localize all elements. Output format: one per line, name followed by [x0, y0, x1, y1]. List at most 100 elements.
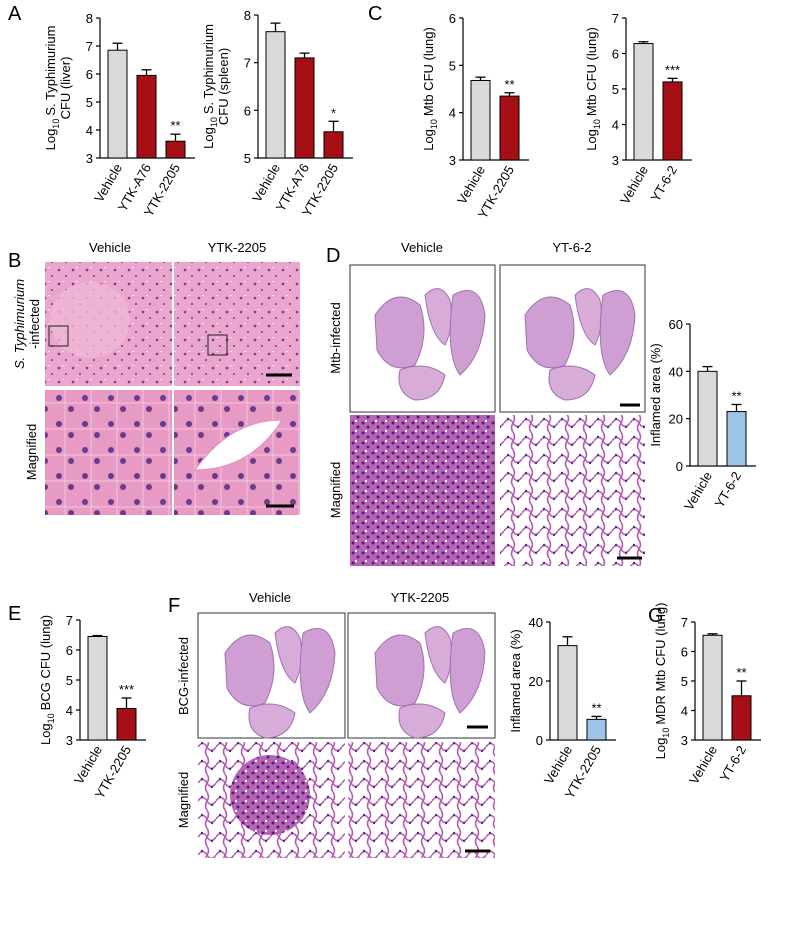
significance: *** [665, 62, 680, 77]
y-tick-label: 6 [244, 103, 251, 118]
y-tick-label: 20 [529, 674, 543, 689]
panel-letter: B [8, 250, 21, 272]
y-tick-label: 5 [244, 151, 251, 166]
y-label-part: Log [43, 129, 58, 151]
bar [165, 140, 186, 159]
histology-image [350, 415, 495, 566]
y-label-part: BCG CFU (lung) [38, 615, 53, 710]
y-tick-label: 4 [86, 123, 93, 138]
y-tick-label: 7 [244, 56, 251, 71]
y-tick-label: 40 [669, 364, 683, 379]
y-tick-label: 7 [66, 613, 73, 628]
y-tick-label: 3 [86, 151, 93, 166]
row-label: Magnified [176, 772, 191, 828]
bar [586, 718, 607, 741]
bar [323, 131, 344, 159]
inset-box [48, 325, 69, 347]
row-label: BCG-infected [176, 637, 191, 715]
bar [731, 695, 752, 741]
lesion [230, 755, 310, 835]
bar [294, 57, 315, 159]
y-label-part: Inflamed area (%) [648, 343, 663, 446]
histology-image [45, 390, 172, 515]
y-label-part: Mtb CFU (lung) [584, 27, 599, 116]
x-tick-label: YT-6-2 [648, 163, 680, 204]
column-label: Vehicle [401, 240, 443, 255]
y-tick-label: 4 [449, 106, 456, 121]
bar [662, 81, 683, 161]
y-tick-label: 3 [681, 733, 688, 748]
column-label: Vehicle [249, 590, 291, 605]
y-tick-label: 7 [681, 615, 688, 630]
histology-image [348, 742, 495, 858]
y-label-subscript: 10 [51, 119, 61, 129]
y-label-part: Mtb CFU (lung) [421, 27, 436, 116]
y-tick-label: 7 [612, 11, 619, 26]
y-tick-label: 40 [529, 615, 543, 630]
y-tick-label: 8 [86, 11, 93, 26]
y-label-part: S. Typhimurium [201, 24, 216, 114]
panel-letter: E [8, 603, 21, 625]
row-label: S. Typhimurium [12, 279, 27, 369]
x-tick-label: Vehicle [681, 469, 715, 513]
significance: ** [736, 665, 746, 680]
panel-letter: A [8, 3, 22, 25]
y-label-subscript: 10 [46, 713, 56, 723]
y-tick-label: 6 [66, 643, 73, 658]
y-axis-label: Log10 S. Typhimurium [43, 26, 61, 151]
significance: ** [170, 118, 180, 133]
y-axis-label: Log10 S. Typhimurium [201, 24, 219, 149]
x-tick-label: YT-6-2 [712, 469, 744, 510]
inset-box [207, 334, 228, 356]
panel-letter: C [368, 3, 382, 25]
bar [697, 370, 718, 467]
y-label-part: CFU (spleen) [216, 48, 231, 125]
x-tick-label: Vehicle [686, 743, 720, 787]
y-tick-label: 20 [669, 412, 683, 427]
panel-letter: D [326, 245, 340, 267]
y-tick-label: 5 [612, 82, 619, 97]
y-tick-label: 4 [681, 704, 688, 719]
row-label: Magnified [328, 462, 343, 518]
bar [265, 31, 286, 159]
column-label: Vehicle [89, 240, 131, 255]
y-label-part: S. Typhimurium [43, 26, 58, 116]
y-tick-label: 5 [449, 58, 456, 73]
column-label: YTK-2205 [208, 240, 267, 255]
y-tick-label: 0 [536, 733, 543, 748]
y-label-subscript: 10 [661, 728, 671, 738]
bar [87, 636, 108, 741]
y-label-part: Log [201, 127, 216, 149]
y-tick-label: 5 [86, 95, 93, 110]
y-tick-label: 8 [244, 8, 251, 23]
y-axis-label: Log10 BCG CFU (lung) [38, 615, 56, 745]
significance: ** [731, 388, 741, 403]
histology-image [174, 262, 300, 386]
y-label-subscript: 10 [592, 119, 602, 129]
significance: * [331, 105, 336, 120]
y-tick-label: 3 [66, 733, 73, 748]
x-tick-label: YT-6-2 [717, 743, 749, 784]
y-label-part: Log [38, 723, 53, 745]
row-label: Mtb-infected [328, 302, 343, 374]
column-label: YTK-2205 [391, 590, 450, 605]
y-tick-label: 5 [66, 673, 73, 688]
y-tick-label: 6 [612, 47, 619, 62]
y-label-subscript: 10 [209, 117, 219, 127]
bar [499, 95, 520, 161]
y-label-part: Log [584, 129, 599, 151]
y-tick-label: 6 [681, 645, 688, 660]
row-label: Magnified [24, 424, 39, 480]
significance: ** [591, 700, 601, 715]
panel-letter: F [168, 595, 180, 617]
bar [116, 708, 137, 741]
y-tick-label: 6 [449, 11, 456, 26]
lesion [50, 282, 130, 358]
y-axis-label: Log10 MDR Mtb CFU (lung) [653, 603, 671, 760]
y-label-part: Log [421, 129, 436, 151]
significance: ** [504, 77, 514, 92]
row-label: -infected [27, 299, 42, 349]
bar [136, 74, 157, 159]
y-label-part: MDR Mtb CFU (lung) [653, 603, 668, 725]
bar [702, 634, 723, 741]
